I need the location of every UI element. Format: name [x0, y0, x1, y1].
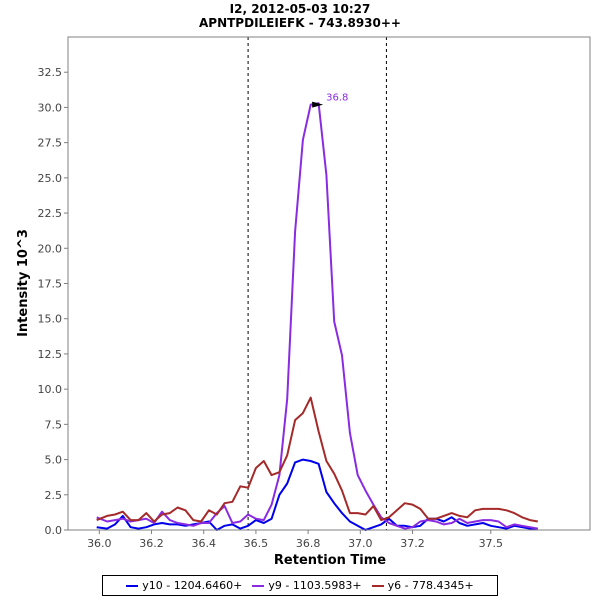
y-tick-label: 27.5 — [38, 137, 63, 150]
y-tick-label: 7.5 — [45, 418, 63, 431]
legend-swatch — [371, 584, 384, 587]
y-tick-label: 25.0 — [38, 172, 63, 185]
y-tick-label: 22.5 — [38, 207, 63, 220]
chart-subtitle: APNTPDILEIEFK - 743.8930++ — [199, 16, 401, 30]
x-tick-label: 37.5 — [479, 537, 504, 550]
y-tick-label: 20.0 — [38, 242, 63, 255]
x-axis-label: Retention Time — [274, 553, 386, 568]
x-tick-label: 36.5 — [244, 537, 269, 550]
x-tick-label: 36.2 — [139, 537, 164, 550]
plot-frame — [67, 36, 591, 531]
x-tick-label: 36.0 — [87, 537, 112, 550]
peak-arrow-icon — [312, 101, 324, 108]
y-tick-label: 5.0 — [45, 454, 63, 467]
x-tick-label: 37.0 — [348, 537, 373, 550]
y-tick-label: 17.5 — [38, 278, 63, 291]
series-line-y6 — [96, 396, 538, 523]
series-line-y10 — [96, 458, 538, 531]
x-tick-label: 36.8 — [296, 537, 321, 550]
peak-label: 36.8 — [326, 93, 348, 104]
x-tick-label: 37.2 — [400, 537, 425, 550]
legend-item[interactable]: y6 - 778.4345+ — [371, 579, 474, 592]
chart-title: I2, 2012-05-03 10:27 — [229, 2, 371, 16]
legend-swatch — [126, 584, 139, 587]
y-tick-label: 10.0 — [38, 383, 63, 396]
y-tick-label: 12.5 — [38, 348, 63, 361]
y-axis-label: Intensity 10^3 — [16, 229, 31, 337]
x-tick-label: 36.4 — [191, 537, 216, 550]
y-tick-label: 15.0 — [38, 313, 63, 326]
y-tick-label: 30.0 — [38, 101, 63, 114]
series-line-y9 — [96, 102, 538, 530]
legend-label: y10 - 1204.6460+ — [142, 579, 243, 592]
legend-item[interactable]: y9 - 1103.5983+ — [252, 579, 362, 592]
y-tick-label: 0.0 — [45, 524, 63, 537]
y-tick-label: 2.5 — [45, 489, 63, 502]
legend-item[interactable]: y10 - 1204.6460+ — [126, 579, 242, 592]
y-tick-label: 32.5 — [38, 66, 63, 79]
chart-legend: y10 - 1204.6460+ y9 - 1103.5983+ y6 - 778.… — [102, 575, 498, 596]
legend-swatch — [252, 584, 265, 587]
legend-label: y9 - 1103.5983+ — [268, 579, 362, 592]
legend-label: y6 - 778.4345+ — [387, 579, 474, 592]
